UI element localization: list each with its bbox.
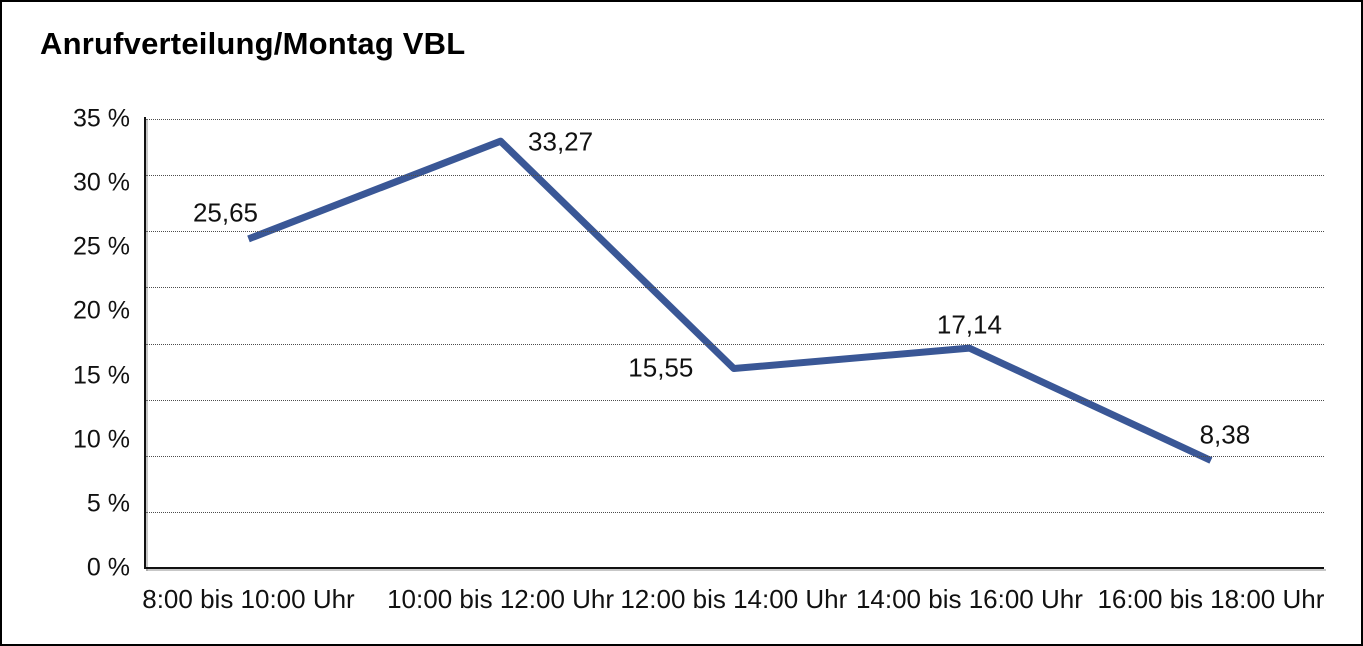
plot-area (146, 119, 1324, 568)
gridline (146, 511, 1324, 513)
data-point-label: 17,14 (936, 309, 1002, 340)
x-axis-label: 10:00 bis 12:00 Uhr (387, 584, 615, 614)
gridline (146, 455, 1324, 457)
y-axis-tick: 20 % (73, 296, 130, 325)
y-axis-tick: 10 % (73, 425, 130, 454)
y-axis-tick: 30 % (73, 168, 130, 197)
gridline (146, 119, 1324, 120)
y-axis-tick-labels: 35 % 30 % 25 % 20 % 15 % 10 % 5 % 0 % (22, 2, 130, 644)
line-series (247, 137, 1213, 464)
data-point-label: 15,55 (628, 352, 694, 383)
y-axis-tick: 15 % (73, 361, 130, 390)
x-axis-label: 16:00 bis 18:00 Uhr (1097, 584, 1325, 614)
gridline (146, 287, 1324, 289)
x-axis-label: 12:00 bis 14:00 Uhr (620, 584, 848, 614)
x-axis-label: 8:00 bis 10:00 Uhr (142, 584, 355, 614)
gridline (146, 175, 1324, 177)
y-axis-tick: 0 % (86, 553, 130, 582)
chart-title: Anrufverteilung/Montag VBL (40, 26, 466, 61)
x-axis-label: 14:00 bis 16:00 Uhr (855, 584, 1083, 614)
gridline (146, 343, 1324, 345)
y-axis-tick: 25 % (73, 232, 130, 261)
gridline (146, 231, 1324, 233)
y-axis-tick: 5 % (86, 489, 130, 518)
y-axis-line (144, 117, 146, 569)
x-axis-line (144, 567, 1324, 569)
gridline (146, 399, 1324, 401)
data-point-label: 8,38 (1199, 419, 1251, 450)
y-axis-tick: 35 % (73, 104, 130, 133)
data-point-label: 33,27 (528, 126, 594, 157)
line-series-svg (247, 137, 1213, 464)
data-point-label: 25,65 (192, 197, 259, 228)
